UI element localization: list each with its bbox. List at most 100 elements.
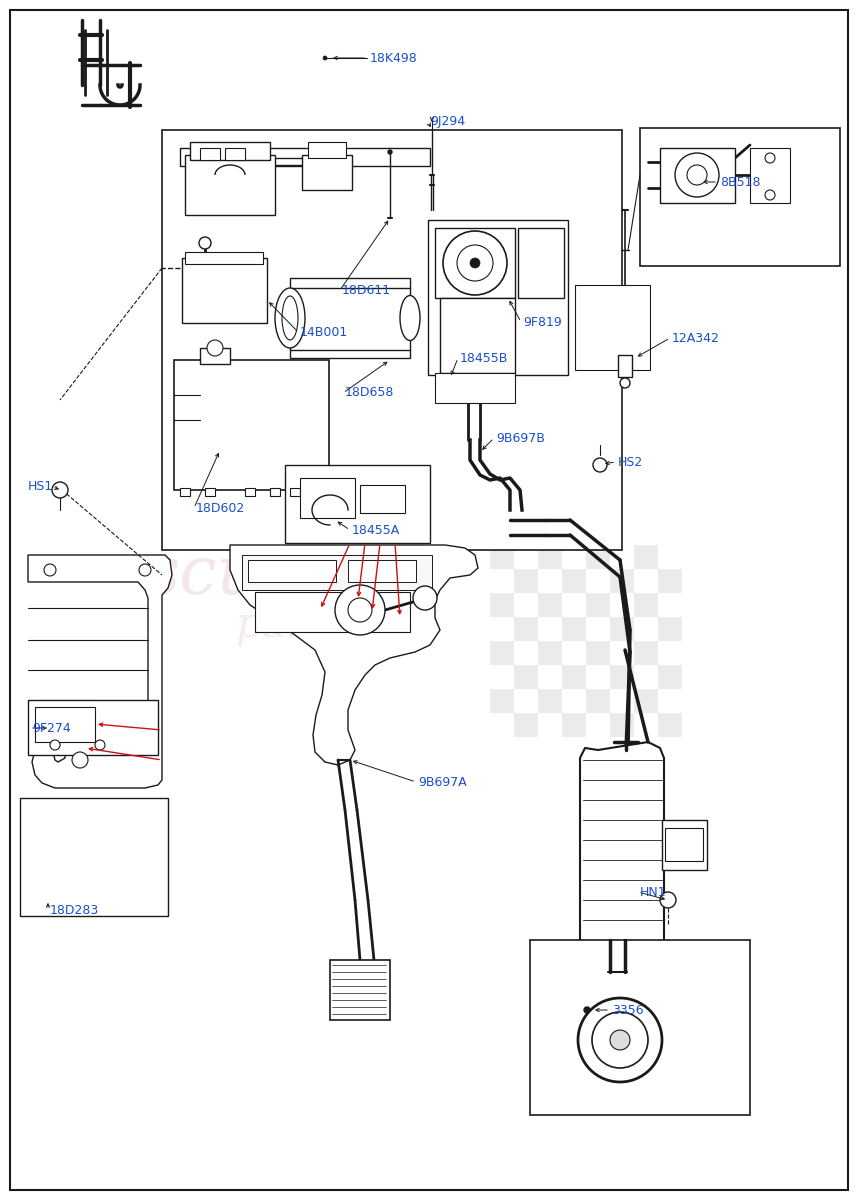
Bar <box>610 569 634 593</box>
Bar <box>658 617 682 641</box>
Bar <box>490 545 514 569</box>
Bar <box>242 554 432 590</box>
Circle shape <box>675 152 719 197</box>
Bar <box>610 713 634 737</box>
Bar <box>440 298 515 373</box>
Bar <box>270 488 280 496</box>
Bar <box>610 617 634 641</box>
Polygon shape <box>230 545 478 766</box>
Text: 9B697B: 9B697B <box>496 432 545 444</box>
Bar <box>514 617 538 641</box>
Bar <box>28 700 158 755</box>
Text: 18D602: 18D602 <box>196 502 245 515</box>
Circle shape <box>323 56 327 60</box>
Circle shape <box>348 598 372 622</box>
Text: 8B518: 8B518 <box>720 175 760 188</box>
Bar <box>205 488 215 496</box>
Text: 14B001: 14B001 <box>300 325 348 338</box>
Text: 9F819: 9F819 <box>523 316 562 329</box>
Bar <box>435 228 515 298</box>
Circle shape <box>52 482 68 498</box>
Bar <box>634 641 658 665</box>
Text: 9F274: 9F274 <box>32 721 70 734</box>
Bar <box>360 485 405 514</box>
Text: HS2: HS2 <box>618 456 644 468</box>
Bar <box>586 545 610 569</box>
Text: 9B697A: 9B697A <box>418 775 467 788</box>
Bar <box>20 798 168 916</box>
Bar <box>634 593 658 617</box>
Circle shape <box>95 740 105 750</box>
Bar <box>348 560 416 582</box>
Circle shape <box>620 378 630 388</box>
Bar <box>586 593 610 617</box>
Bar <box>658 665 682 689</box>
Bar <box>538 545 562 569</box>
Bar <box>514 713 538 737</box>
Bar <box>660 148 735 203</box>
Circle shape <box>660 892 676 908</box>
Bar <box>185 155 275 215</box>
Bar <box>750 148 790 203</box>
Ellipse shape <box>275 288 305 348</box>
Bar <box>538 641 562 665</box>
Bar <box>302 155 352 190</box>
Bar <box>435 373 515 403</box>
Bar <box>562 713 586 737</box>
Bar <box>562 617 586 641</box>
Bar <box>174 360 329 490</box>
Polygon shape <box>28 554 172 788</box>
Bar <box>640 128 840 266</box>
Circle shape <box>592 1012 648 1068</box>
Bar <box>290 488 300 496</box>
Circle shape <box>765 190 775 200</box>
Bar <box>530 940 750 1115</box>
Bar <box>575 284 650 370</box>
Bar <box>658 713 682 737</box>
Circle shape <box>610 1030 630 1050</box>
Circle shape <box>584 1007 590 1013</box>
Bar <box>490 689 514 713</box>
Bar <box>610 665 634 689</box>
Text: HN1: HN1 <box>640 886 667 899</box>
Bar <box>200 148 220 160</box>
Circle shape <box>765 152 775 163</box>
Bar <box>586 641 610 665</box>
Text: 9J294: 9J294 <box>430 115 465 128</box>
Bar <box>538 593 562 617</box>
Bar <box>538 689 562 713</box>
Bar <box>634 689 658 713</box>
Text: 12A342: 12A342 <box>672 331 720 344</box>
Bar <box>514 665 538 689</box>
Bar <box>330 960 390 1020</box>
Circle shape <box>207 340 223 356</box>
Bar <box>248 560 336 582</box>
Circle shape <box>457 245 493 281</box>
Bar <box>180 148 430 166</box>
Bar <box>245 488 255 496</box>
Text: 18K498: 18K498 <box>370 52 418 65</box>
Text: 18D611: 18D611 <box>342 283 391 296</box>
Circle shape <box>388 150 392 154</box>
Text: 18D283: 18D283 <box>50 904 100 917</box>
Text: 18455A: 18455A <box>352 523 400 536</box>
Bar <box>35 707 95 742</box>
Bar <box>662 820 707 870</box>
Bar <box>315 488 325 496</box>
Bar <box>658 569 682 593</box>
Circle shape <box>50 740 60 750</box>
Bar <box>634 545 658 569</box>
Text: scuderia: scuderia <box>145 542 435 607</box>
Text: 18D658: 18D658 <box>345 386 395 400</box>
Circle shape <box>413 586 437 610</box>
Circle shape <box>687 164 707 185</box>
Text: parts: parts <box>235 604 345 646</box>
Bar <box>562 665 586 689</box>
Circle shape <box>593 458 607 472</box>
Bar <box>180 488 190 496</box>
Bar <box>162 130 622 550</box>
Bar <box>490 593 514 617</box>
Circle shape <box>199 236 211 248</box>
Polygon shape <box>580 742 664 996</box>
Bar <box>308 142 346 158</box>
